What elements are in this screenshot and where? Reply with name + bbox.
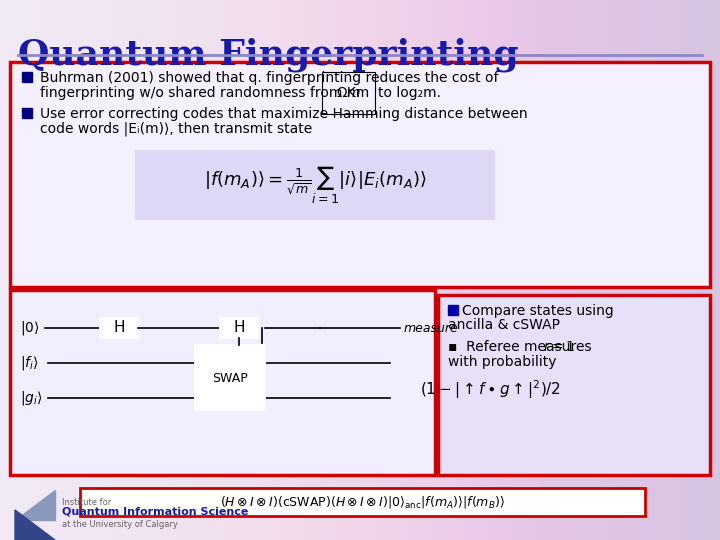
Text: Quantum Fingerprinting: Quantum Fingerprinting (18, 38, 518, 72)
FancyBboxPatch shape (10, 62, 710, 287)
FancyBboxPatch shape (80, 488, 645, 516)
Text: ancilla & cSWAP: ancilla & cSWAP (448, 318, 560, 332)
Text: measure: measure (404, 321, 459, 334)
Text: fingerprinting w/o shared randomness from Κm  to log₂m.: fingerprinting w/o shared randomness fro… (40, 86, 441, 100)
Text: Institute for: Institute for (62, 498, 112, 507)
Text: ▪  Referee measures: ▪ Referee measures (448, 340, 596, 354)
Text: Compare states using: Compare states using (462, 304, 613, 318)
Text: $(H \otimes I \otimes I)(\mathrm{cSWAP})(H \otimes I \otimes I)|0\rangle_{\mathr: $(H \otimes I \otimes I)(\mathrm{cSWAP})… (220, 494, 505, 510)
Bar (22, 72, 32, 82)
Bar (195, 345, 265, 410)
Text: $(1-|\uparrow f \bullet g \uparrow|^2)/2$: $(1-|\uparrow f \bullet g \uparrow|^2)/2… (420, 378, 560, 401)
FancyBboxPatch shape (438, 295, 710, 475)
Text: $\Omega m$: $\Omega m$ (336, 86, 361, 100)
FancyBboxPatch shape (10, 290, 435, 475)
Text: H: H (113, 321, 125, 335)
Text: $|f(m_A)\rangle = \frac{1}{\sqrt{m}} \sum_{i=1} |i\rangle|E_i(m_A)\rangle$: $|f(m_A)\rangle = \frac{1}{\sqrt{m}} \su… (204, 164, 426, 206)
Text: code words |Eᵢ(m)⟩, then transmit state: code words |Eᵢ(m)⟩, then transmit state (40, 122, 312, 137)
Text: $r=1$: $r=1$ (543, 340, 575, 354)
FancyBboxPatch shape (135, 150, 495, 220)
Text: Quantum Information Science: Quantum Information Science (62, 507, 248, 517)
Text: Buhrman (2001) showed that q. fingerprinting reduces the cost of: Buhrman (2001) showed that q. fingerprin… (40, 71, 498, 85)
Text: Use error correcting codes that maximize Hamming distance between: Use error correcting codes that maximize… (40, 107, 528, 121)
Text: at the University of Calgary: at the University of Calgary (62, 520, 178, 529)
Text: SWAP: SWAP (212, 372, 248, 384)
Text: with probability: with probability (448, 355, 557, 369)
Bar (220, 318, 258, 338)
Bar (100, 318, 138, 338)
Text: $|f_i\rangle$: $|f_i\rangle$ (20, 354, 39, 372)
Text: $|g_i\rangle$: $|g_i\rangle$ (20, 389, 42, 407)
Bar (448, 305, 458, 315)
Polygon shape (15, 510, 55, 540)
Polygon shape (15, 490, 55, 520)
Text: $|0\rangle$: $|0\rangle$ (20, 319, 40, 337)
Text: H: H (233, 321, 245, 335)
Bar (22, 108, 32, 118)
